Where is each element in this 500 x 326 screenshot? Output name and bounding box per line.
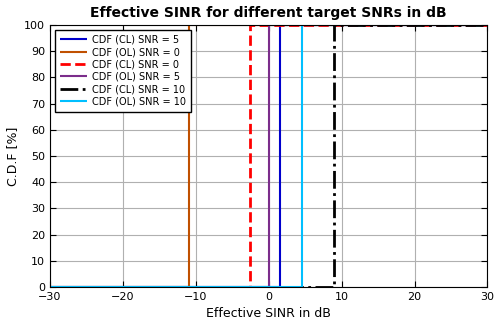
- CDF (CL) SNR = 5: [276, 285, 282, 289]
- CDF (OL) SNR = 10: [47, 285, 53, 289]
- CDF (CL) SNR = 10: [484, 23, 490, 27]
- CDF (OL) SNR = 5: [47, 285, 53, 289]
- CDF (OL) SNR = 0: [47, 285, 53, 289]
- CDF (CL) SNR = 0: [248, 23, 254, 27]
- X-axis label: Effective SINR in dB: Effective SINR in dB: [206, 307, 331, 320]
- CDF (OL) SNR = 10: [298, 285, 304, 289]
- CDF (OL) SNR = 10: [484, 23, 490, 27]
- Legend: CDF (CL) SNR = 5, CDF (OL) SNR = 0, CDF (CL) SNR = 0, CDF (OL) SNR = 5, CDF (CL): CDF (CL) SNR = 5, CDF (OL) SNR = 0, CDF …: [55, 30, 190, 111]
- CDF (CL) SNR = 5: [47, 285, 53, 289]
- Y-axis label: C.D.F [%]: C.D.F [%]: [6, 126, 18, 185]
- Line: CDF (OL) SNR = 0: CDF (OL) SNR = 0: [50, 25, 488, 287]
- Line: CDF (CL) SNR = 10: CDF (CL) SNR = 10: [50, 25, 488, 287]
- CDF (CL) SNR = 5: [276, 23, 282, 27]
- CDF (OL) SNR = 0: [186, 285, 192, 289]
- CDF (CL) SNR = 5: [484, 23, 490, 27]
- CDF (OL) SNR = 5: [484, 23, 490, 27]
- CDF (CL) SNR = 0: [484, 23, 490, 27]
- Line: CDF (OL) SNR = 10: CDF (OL) SNR = 10: [50, 25, 488, 287]
- Title: Effective SINR for different target SNRs in dB: Effective SINR for different target SNRs…: [90, 6, 447, 20]
- CDF (OL) SNR = 5: [266, 285, 272, 289]
- Line: CDF (CL) SNR = 0: CDF (CL) SNR = 0: [50, 25, 488, 287]
- Line: CDF (OL) SNR = 5: CDF (OL) SNR = 5: [50, 25, 488, 287]
- CDF (CL) SNR = 0: [47, 285, 53, 289]
- CDF (CL) SNR = 0: [248, 285, 254, 289]
- Line: CDF (CL) SNR = 5: CDF (CL) SNR = 5: [50, 25, 488, 287]
- CDF (OL) SNR = 10: [298, 23, 304, 27]
- CDF (OL) SNR = 0: [484, 23, 490, 27]
- CDF (CL) SNR = 10: [332, 23, 338, 27]
- CDF (CL) SNR = 10: [332, 285, 338, 289]
- CDF (OL) SNR = 5: [266, 23, 272, 27]
- CDF (OL) SNR = 0: [186, 23, 192, 27]
- CDF (CL) SNR = 10: [47, 285, 53, 289]
